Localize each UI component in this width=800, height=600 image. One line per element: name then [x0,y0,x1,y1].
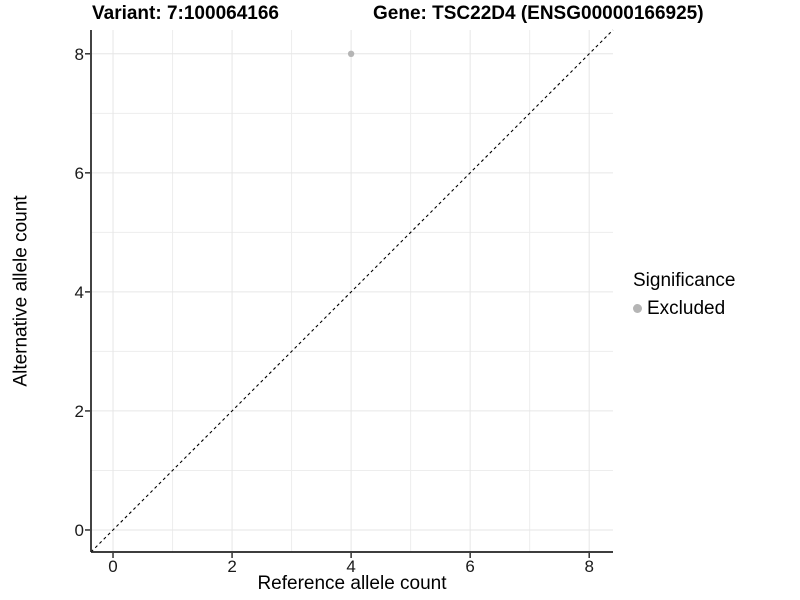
identity-dashed-line [90,29,614,553]
y-tick-label: 8 [75,45,84,64]
gene-title: Gene: TSC22D4 (ENSG00000166925) [373,3,704,24]
legend-item-excluded: Excluded [633,299,735,318]
y-tick-label: 6 [75,164,84,183]
x-tick-label: 4 [346,557,355,576]
y-tick-label: 2 [75,402,84,421]
excluded-point-icon [633,304,642,313]
legend: Significance Excluded [633,271,735,318]
x-tick-label: 6 [465,557,474,576]
x-tick-label: 0 [108,557,117,576]
variant-title: Variant: 7:100064166 [92,3,279,24]
x-tick-label: 2 [227,557,236,576]
x-tick-label: 8 [584,557,593,576]
legend-title: Significance [633,270,736,291]
data-point-excluded [347,50,355,58]
legend-item-label: Excluded [647,298,726,319]
x-axis-label: Reference allele count [257,573,447,594]
y-axis-label: Alternative allele count [10,195,32,387]
y-tick-label: 0 [75,521,84,540]
y-tick-label: 4 [75,283,84,302]
